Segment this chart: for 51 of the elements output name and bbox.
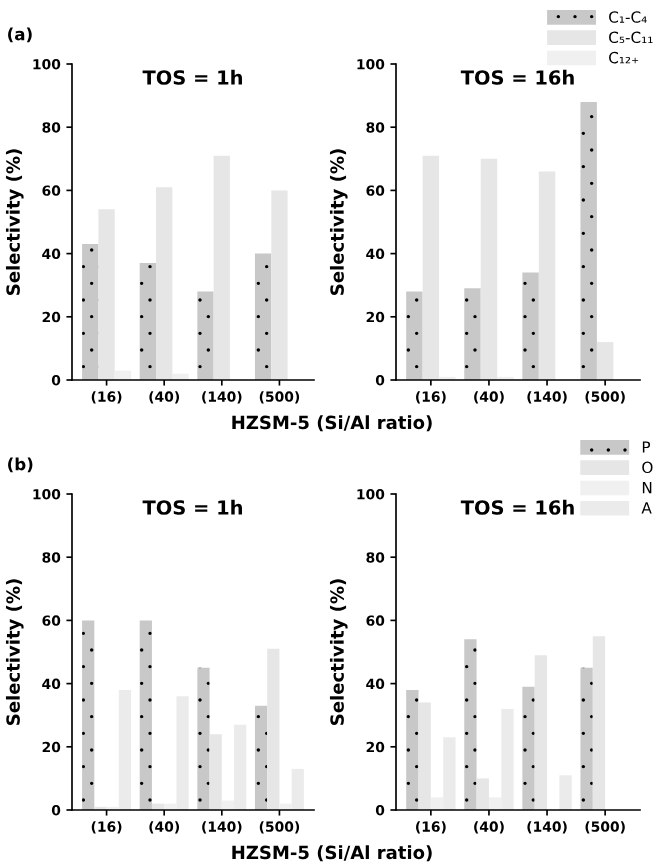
bar <box>592 636 606 810</box>
y-axis-title: Selectivity (%) <box>5 579 24 725</box>
y-axis-title: Selectivity (%) <box>329 579 348 725</box>
bar <box>580 101 597 380</box>
bar <box>501 708 514 810</box>
bar <box>82 620 95 810</box>
bar <box>522 686 535 810</box>
bar <box>580 667 593 810</box>
text: (a) <box>8 27 32 43</box>
text: (b) <box>8 457 33 473</box>
bar <box>98 209 115 380</box>
bar <box>488 797 502 810</box>
bar <box>254 705 268 810</box>
bar <box>464 639 477 810</box>
bar <box>118 689 132 810</box>
bar <box>82 244 99 380</box>
chart-title: TOS = 1h <box>142 69 242 85</box>
bar <box>271 190 288 380</box>
bar <box>480 158 498 380</box>
bar <box>443 737 456 810</box>
bar <box>430 797 444 810</box>
bar <box>156 187 173 380</box>
bar <box>476 778 489 810</box>
bar <box>596 342 614 380</box>
bar <box>176 696 189 810</box>
bar <box>234 724 247 810</box>
bar <box>209 734 222 810</box>
bar <box>406 689 419 810</box>
x-axis-title: HZSM-5 (Si/Al ratio) <box>232 415 432 432</box>
chart-title: TOS = 16h <box>460 69 574 85</box>
bar <box>139 620 152 810</box>
bar <box>538 171 556 380</box>
bar <box>197 667 210 810</box>
bar <box>197 291 214 380</box>
bar <box>464 288 481 380</box>
chart-title: TOS = 16h <box>460 499 574 515</box>
bar <box>291 768 304 810</box>
bar <box>139 263 157 380</box>
bar <box>559 775 572 810</box>
bar <box>534 655 548 810</box>
bar <box>522 272 539 380</box>
bar <box>267 648 280 810</box>
bar <box>213 155 230 380</box>
chart-title: TOS = 1h <box>142 499 242 515</box>
x-axis-title: HZSM-5 (Si/Al ratio) <box>232 845 432 862</box>
bar <box>422 155 440 380</box>
bar <box>254 253 272 380</box>
y-axis-title: Selectivity (%) <box>5 149 24 295</box>
bar <box>418 702 431 810</box>
bar <box>406 291 423 380</box>
y-axis-title: Selectivity (%) <box>329 149 348 295</box>
